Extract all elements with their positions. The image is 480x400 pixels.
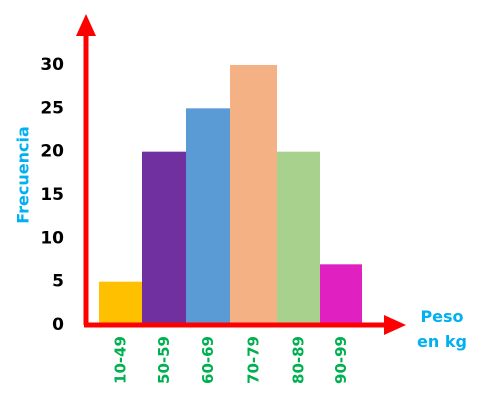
- y-tick-label: 15: [40, 185, 64, 205]
- x-category-label: 80-89: [290, 336, 308, 384]
- y-axis-arrowhead: [76, 14, 96, 36]
- y-axis-title: Frecuencia: [14, 126, 33, 224]
- y-tick-label: 20: [40, 142, 64, 162]
- x-category-label: 70-79: [245, 336, 263, 384]
- y-tick-labels: 0 5 10 15 20 25 30: [40, 55, 64, 335]
- bars-group: [99, 65, 362, 325]
- bar-50-59: [142, 151, 186, 325]
- x-category-labels: 10-49 50-59 60-69 70-79 80-89 90-99: [112, 336, 351, 384]
- bar-10-49: [99, 281, 142, 325]
- x-category-label: 60-69: [199, 336, 217, 384]
- y-tick-label: 0: [52, 315, 64, 335]
- x-axis-title-line2: en kg: [417, 332, 467, 351]
- axes-group: [76, 14, 406, 335]
- x-category-label: 50-59: [155, 336, 173, 384]
- bar-90-99: [320, 264, 362, 325]
- y-tick-label: 5: [52, 272, 64, 292]
- x-axis-title-line1: Peso: [420, 307, 463, 326]
- x-category-label: 10-49: [112, 336, 130, 384]
- bar-80-89: [277, 151, 320, 325]
- bar-60-69: [186, 108, 230, 325]
- y-tick-label: 10: [40, 228, 64, 248]
- x-category-label: 90-99: [332, 336, 350, 384]
- x-axis-arrowhead: [384, 315, 406, 335]
- y-tick-label: 30: [40, 55, 64, 75]
- y-tick-label: 25: [40, 98, 64, 118]
- bar-70-79: [230, 65, 277, 325]
